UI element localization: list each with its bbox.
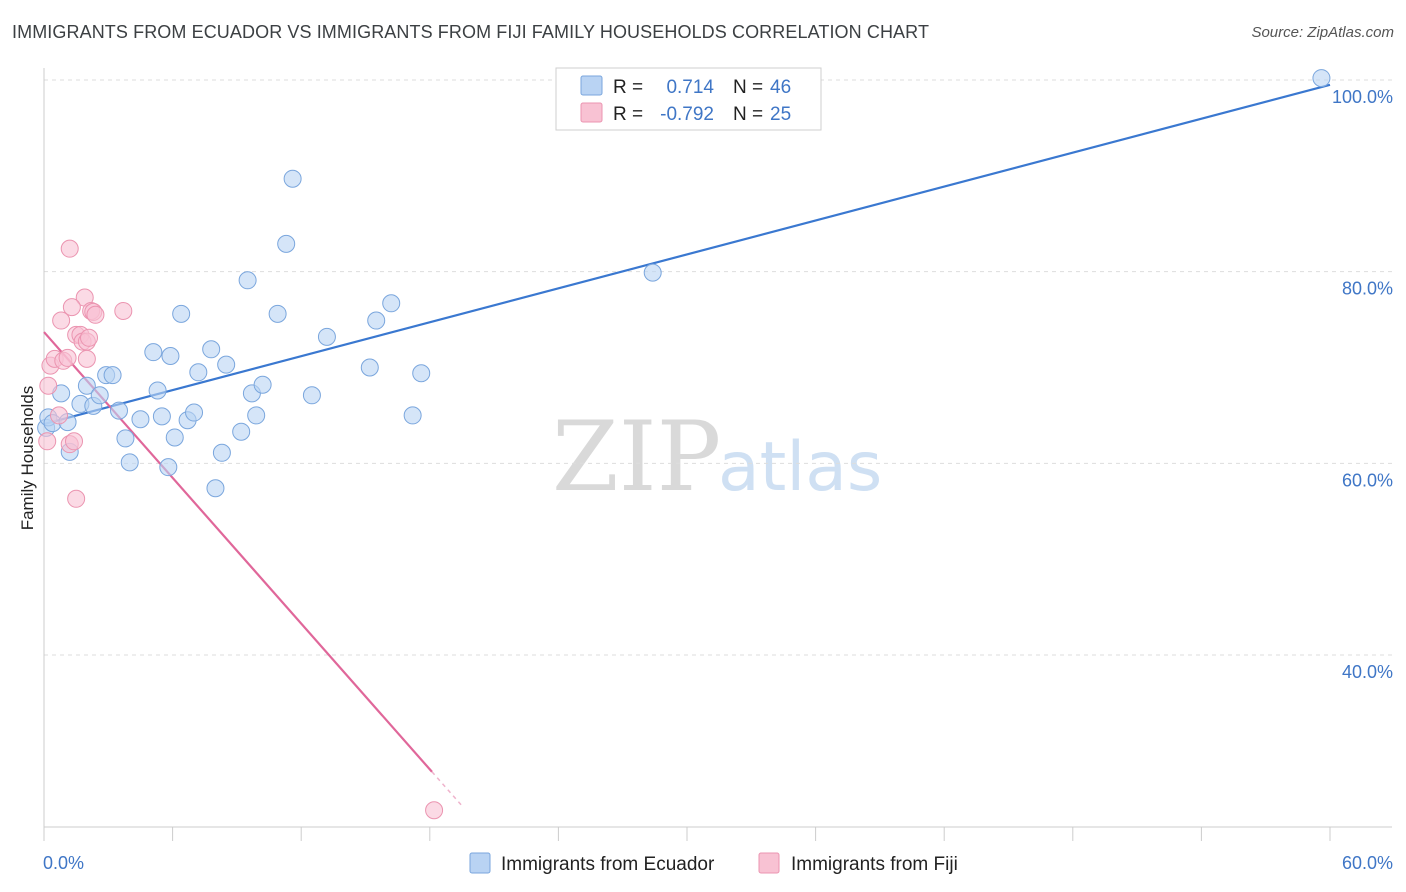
y-tick-label: 80.0% <box>1342 279 1393 299</box>
ecuador-point <box>360 358 379 377</box>
stats-legend: R = 0.714 N = 46 R = -0.792 N = 25 <box>555 67 822 131</box>
ecuador-point <box>217 355 236 374</box>
legend-r-value-ecuador: 0.714 <box>666 77 714 98</box>
ecuador-point <box>131 410 150 429</box>
watermark-zip: ZIP <box>552 401 721 513</box>
series-legend-label-fiji: Immigrants from Fiji <box>791 854 958 875</box>
ecuador-point <box>103 366 122 385</box>
ecuador-point <box>302 386 321 405</box>
ecuador-point <box>144 343 163 362</box>
legend-n-label-fiji: N = <box>733 104 763 125</box>
watermark: ZIP atlas <box>552 401 882 513</box>
legend-n-value-fiji: 25 <box>770 104 791 125</box>
source-credit: Source: ZipAtlas.com <box>1251 24 1394 41</box>
fiji-point <box>52 311 71 330</box>
ecuador-point <box>116 429 135 448</box>
ecuador-point <box>189 363 208 382</box>
legend-r-value-fiji: -0.792 <box>660 104 714 125</box>
fiji-point <box>114 301 133 320</box>
fiji-point <box>62 298 81 317</box>
legend-swatch-fiji <box>580 102 603 123</box>
x-tick-labels: 0.0% 60.0% <box>43 853 1393 873</box>
x-tick-label: 60.0% <box>1342 853 1393 873</box>
legend-n-label-ecuador: N = <box>733 77 763 98</box>
legend-swatch-ecuador <box>580 75 603 96</box>
fiji-point <box>50 406 69 425</box>
x-tick-label: 0.0% <box>43 853 84 873</box>
fiji-trendline-extension <box>431 771 463 807</box>
ecuador-point <box>277 234 296 253</box>
ecuador-point <box>317 327 336 346</box>
ecuador-point <box>382 294 401 313</box>
ecuador-point <box>283 169 302 188</box>
chart-title: IMMIGRANTS FROM ECUADOR VS IMMIGRANTS FR… <box>12 22 930 42</box>
ecuador-point <box>247 406 266 425</box>
ecuador-point <box>253 375 272 394</box>
ecuador-point <box>1312 69 1331 88</box>
fiji-point <box>67 489 86 508</box>
ecuador-point <box>202 340 221 359</box>
ecuador-point <box>161 347 180 365</box>
fiji-point <box>60 239 79 258</box>
ecuador-point <box>110 401 129 420</box>
y-tick-label: 100.0% <box>1332 87 1393 107</box>
ecuador-point <box>159 458 178 477</box>
y-tick-label: 60.0% <box>1342 470 1393 490</box>
fiji-point <box>77 349 96 368</box>
y-axis-label: Family Households <box>18 386 37 531</box>
fiji-trendline <box>43 331 433 773</box>
ecuador-point <box>403 406 422 425</box>
trendlines <box>43 83 1331 807</box>
ecuador-point <box>148 381 167 400</box>
series-legend-label-ecuador: Immigrants from Ecuador <box>501 854 715 875</box>
ecuador-point <box>232 422 251 441</box>
series-legend: Immigrants from Ecuador Immigrants from … <box>469 852 958 875</box>
data-points <box>37 69 1331 820</box>
legend-r-label-ecuador: R = <box>613 77 643 98</box>
fiji-point <box>65 432 84 451</box>
ecuador-point <box>268 304 287 323</box>
fiji-point <box>38 432 57 451</box>
fiji-point <box>58 348 77 367</box>
grid-lines <box>44 79 1392 656</box>
series-legend-swatch-ecuador <box>469 852 491 874</box>
ecuador-point <box>367 311 386 330</box>
ecuador-trendline <box>43 83 1331 426</box>
ecuador-point <box>212 443 231 462</box>
ecuador-point <box>185 403 204 422</box>
legend-n-value-ecuador: 46 <box>770 77 791 98</box>
fiji-point <box>39 376 58 395</box>
ecuador-point <box>238 271 257 290</box>
y-tick-labels: 40.0% 60.0% 80.0% 100.0% <box>1332 87 1393 682</box>
ecuador-point <box>90 386 109 405</box>
fiji-point <box>86 305 105 324</box>
ecuador-point <box>120 453 139 472</box>
ecuador-point <box>152 407 171 426</box>
series-legend-swatch-fiji <box>758 852 780 874</box>
ecuador-point <box>77 376 96 395</box>
ecuador-point <box>172 304 191 323</box>
ecuador-point <box>165 428 184 447</box>
ecuador-point <box>206 479 225 498</box>
ecuador-point <box>412 364 431 383</box>
legend-r-label-fiji: R = <box>613 104 643 125</box>
fiji-point <box>425 801 444 820</box>
watermark-atlas: atlas <box>718 428 882 507</box>
y-tick-label: 40.0% <box>1342 662 1393 682</box>
ecuador-point <box>643 263 662 282</box>
fiji-point <box>80 328 99 347</box>
